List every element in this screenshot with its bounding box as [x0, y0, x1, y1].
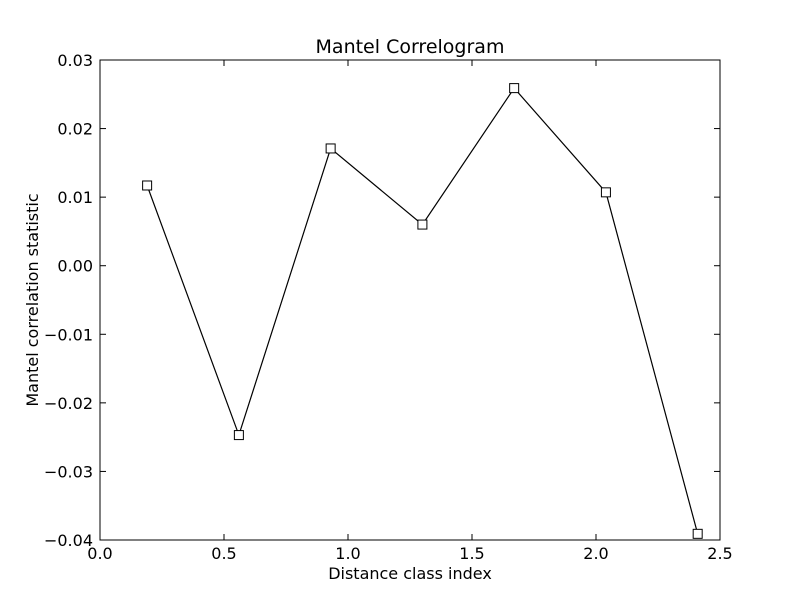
y-tick-label: −0.02 [44, 394, 93, 413]
data-point-marker [233, 430, 244, 441]
y-tick-label: 0.02 [57, 120, 93, 139]
chart-title: Mantel Correlogram [316, 36, 505, 58]
data-point-marker [417, 219, 428, 230]
plot-area-frame [99, 59, 721, 541]
data-point-marker [692, 528, 703, 539]
y-tick-label: 0.03 [57, 51, 93, 70]
x-tick-label: 1.5 [459, 544, 484, 563]
data-point-marker [142, 180, 153, 191]
y-tick-label: −0.04 [44, 531, 93, 550]
data-point-marker [600, 187, 611, 198]
y-tick-label: 0.01 [57, 188, 93, 207]
x-tick-label: 1.0 [335, 544, 360, 563]
x-tick-label: 0.0 [87, 544, 112, 563]
y-tick-label: −0.01 [44, 325, 93, 344]
ticks-layer: 0.0 0.5 1.0 1.5 2.0 2.5 0.03 0.02 0.01 0.00 −0.01 −… [44, 51, 733, 563]
series-layer [142, 83, 703, 539]
y-axis-label: Mantel correlation statistic [23, 193, 42, 406]
x-tick-label: 0.5 [211, 544, 236, 563]
x-axis-label: Distance class index [328, 564, 492, 583]
y-tick-label: 0.00 [57, 257, 93, 276]
data-point-marker [509, 83, 520, 94]
data-point-marker [325, 143, 336, 154]
x-tick-label: 2.5 [707, 544, 732, 563]
x-tick-label: 2.0 [583, 544, 608, 563]
y-tick-label: −0.03 [44, 462, 93, 481]
